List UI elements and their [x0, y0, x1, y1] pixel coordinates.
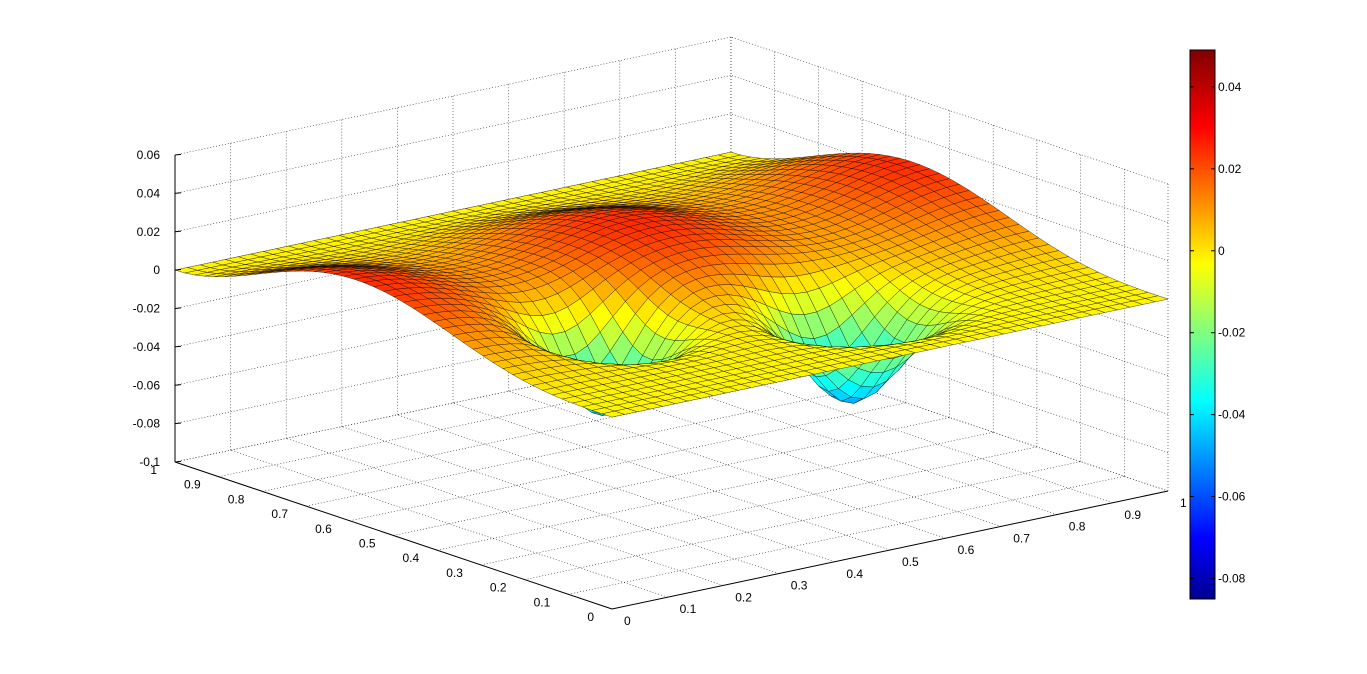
x-tick-label: 0.4 — [846, 567, 863, 581]
x-tick-label: 0.7 — [1013, 531, 1030, 545]
z-tick — [174, 153, 182, 156]
floor-gridline-y — [393, 417, 950, 536]
colorbar-gradient — [1189, 49, 1216, 600]
x-tick-label: 0.9 — [1124, 508, 1141, 522]
y-tick-label: 0 — [587, 610, 594, 624]
y-tick-label: 0.1 — [534, 595, 551, 609]
z-tick-label: 0 — [153, 263, 160, 277]
z-tick-label: -0.1 — [139, 455, 160, 469]
wall-gridline-z — [730, 113, 1169, 262]
colorbar-tick-label: -0.08 — [1218, 572, 1246, 586]
y-axis-line — [174, 461, 613, 610]
y-tick-label: 0.2 — [490, 581, 507, 595]
x-tick-label: 0 — [624, 614, 631, 628]
z-tick — [174, 192, 182, 194]
floor-gridline-x — [230, 449, 668, 598]
z-tick-label: -0.08 — [133, 417, 161, 431]
floor-gridline-y — [524, 461, 1081, 580]
z-tick — [174, 460, 182, 463]
x-axis-line — [611, 490, 1169, 610]
x-axis-tick-labels: 0 0.1 0.2 0.3 0.4 0.5 0.6 0.7 0.8 0.9 1 — [624, 496, 1187, 628]
floor-gridline-x — [452, 402, 891, 551]
z-tick — [174, 307, 182, 309]
y-tick-label: 0.7 — [271, 507, 288, 521]
x-tick-label: 0.1 — [680, 602, 697, 616]
colorbar-tick-label: -0.04 — [1218, 408, 1246, 422]
x-tick-label: 0.6 — [958, 543, 975, 557]
y-tick-label: 0.6 — [315, 522, 332, 536]
z-tick-label: 0.02 — [137, 225, 161, 239]
y-axis-tick-labels: 0 0.1 0.2 0.3 0.4 0.5 0.6 0.7 0.8 0.9 1 — [150, 463, 594, 624]
z-tick-label: 0.04 — [137, 186, 161, 200]
x-tick-label: 0.2 — [735, 590, 752, 604]
colorbar-tick-label: 0.02 — [1218, 162, 1242, 176]
z-tick-label: 0.06 — [137, 148, 161, 162]
z-tick-label: -0.02 — [133, 302, 161, 316]
z-tick-label: -0.06 — [133, 378, 161, 392]
z-tick — [174, 269, 182, 271]
floor-gridline-y — [437, 431, 994, 551]
y-tick-label: 0.4 — [403, 551, 420, 565]
z-axis-tick-labels: 0.06 0.04 0.02 0 -0.02 -0.04 -0.06 -0.08 -0.1 — [133, 148, 182, 469]
z-tick — [174, 422, 182, 425]
x-tick-label: 1 — [1180, 496, 1187, 510]
y-tick-label: 0.9 — [184, 478, 201, 492]
wall-gridline-z — [730, 75, 1169, 223]
wall-gridline-z — [174, 36, 732, 156]
z-tick — [174, 230, 182, 233]
y-tick-label: 0.3 — [446, 566, 463, 580]
colorbar-tick-label: -0.06 — [1218, 490, 1246, 504]
wall-gridline-z — [730, 36, 1169, 185]
surface-face — [1144, 295, 1169, 302]
colorbar-tick-label: -0.02 — [1218, 326, 1246, 340]
colorbar-tick-label: 0.04 — [1218, 80, 1242, 94]
surface-mesh — [174, 151, 1169, 418]
x-tick-label: 0.3 — [791, 579, 808, 593]
floor-gridline-x — [397, 414, 835, 563]
z-tick — [174, 345, 182, 348]
x-tick-label: 0.5 — [902, 555, 919, 569]
colorbar-tick-label: 0 — [1218, 244, 1225, 258]
y-tick-label: 1 — [150, 463, 157, 477]
y-tick-label: 0.8 — [228, 492, 245, 506]
z-tick-label: -0.04 — [133, 340, 161, 354]
floor-gridline-x — [286, 438, 724, 586]
floor-gridline-x — [341, 426, 779, 574]
floor-gridline-x — [508, 390, 946, 539]
colorbar: 0.04 0.02 0 -0.02 -0.04 -0.06 -0.08 — [1189, 49, 1246, 600]
x-tick-label: 0.8 — [1069, 520, 1086, 534]
z-tick — [174, 384, 182, 386]
y-tick-label: 0.5 — [359, 537, 376, 551]
